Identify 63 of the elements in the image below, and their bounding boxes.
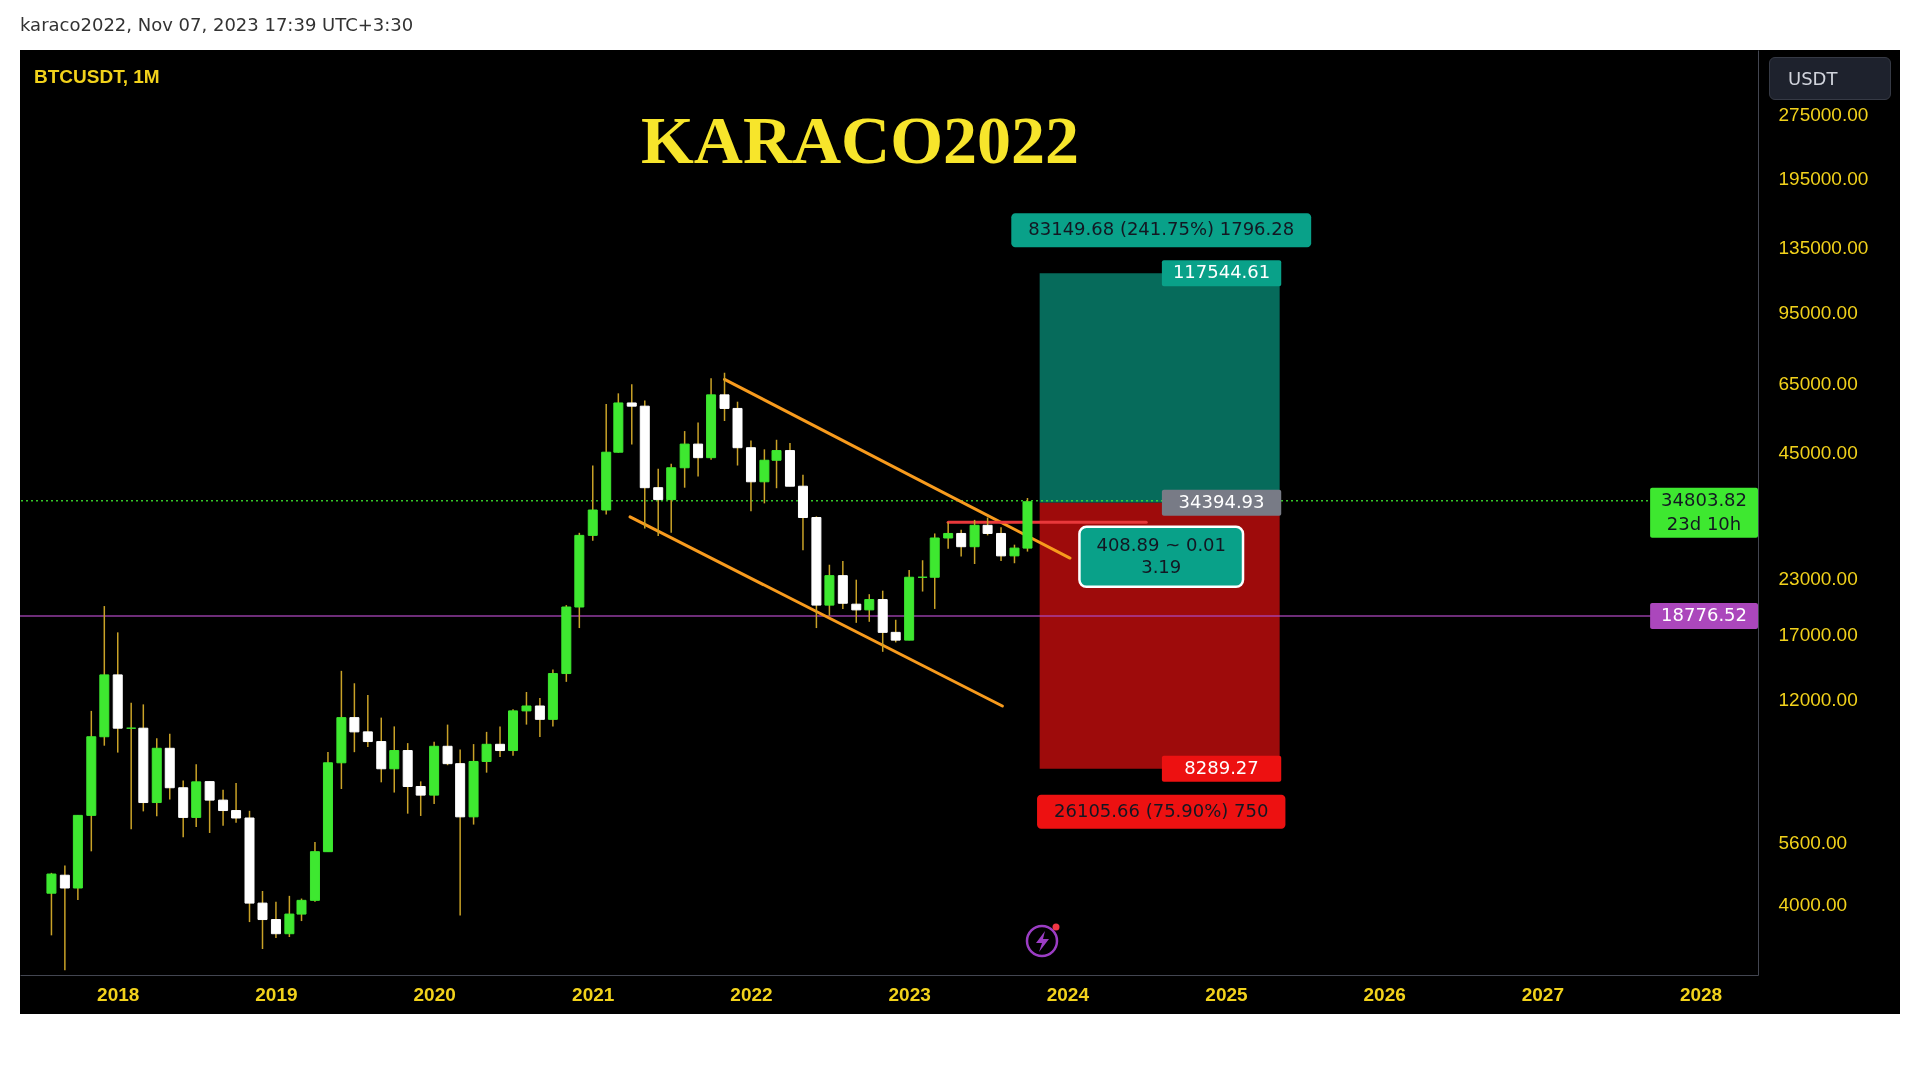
candlestick	[231, 782, 242, 824]
candlestick	[442, 723, 453, 766]
x-tick-label: 2024	[1046, 983, 1090, 1005]
y-tick-label: 23000.00	[1778, 567, 1858, 589]
candlestick	[956, 528, 967, 558]
candlestick	[996, 526, 1007, 562]
y-tick-label: 4000.00	[1778, 894, 1848, 916]
candlestick	[270, 900, 281, 939]
x-tick-label: 2019	[255, 983, 298, 1005]
annotation: 408.89 ~ 0.01 3.19	[1096, 533, 1227, 577]
y-tick-label: 95000.00	[1778, 302, 1858, 324]
currency-button: USDT	[1769, 57, 1891, 100]
x-tick-label: 2023	[888, 983, 931, 1005]
x-tick-label: 2022	[730, 983, 773, 1005]
candlestick	[969, 519, 980, 565]
y-tick-label: 195000.00	[1778, 168, 1869, 190]
candlestick	[890, 619, 901, 644]
data-label: 26105.66 (75.90%) 750	[1054, 799, 1269, 821]
candlestick	[59, 864, 70, 972]
candlestick	[719, 371, 730, 422]
x-tick-label: 2020	[413, 983, 456, 1005]
y-tick-label: 12000.00	[1778, 689, 1858, 711]
annotation: 117544.61	[1172, 261, 1271, 283]
ref-line-label: 34803.82 23d 10h	[1661, 488, 1747, 534]
annotation: 8289.27	[1184, 756, 1259, 778]
candlestick	[851, 578, 862, 624]
candlestick	[943, 521, 954, 550]
candlestick	[653, 467, 664, 537]
text: KARACO2022	[640, 102, 1080, 178]
candlestick	[257, 890, 268, 950]
candlestick	[362, 694, 373, 748]
y-tick-label: 45000.00	[1778, 442, 1858, 464]
annotation: 34394.93	[1178, 490, 1265, 512]
x-tick-label: 2028	[1679, 983, 1723, 1005]
candlestick	[495, 725, 506, 758]
y-tick-label: 17000.00	[1778, 624, 1858, 646]
candlestick	[389, 725, 400, 794]
candlestick	[46, 872, 57, 937]
y-tick-label: 5600.00	[1778, 831, 1848, 853]
y-tick-label: 275000.00	[1778, 103, 1869, 125]
y-tick-label: 135000.00	[1778, 236, 1869, 258]
x-tick-label: 2025	[1205, 983, 1249, 1005]
candlestick	[481, 731, 492, 774]
x-tick-label: 2026	[1363, 983, 1406, 1005]
candlestick	[349, 682, 360, 753]
candlestick	[1009, 543, 1020, 564]
x-tick-label: 2027	[1521, 983, 1564, 1005]
candlestick	[864, 593, 875, 623]
candlestick	[626, 383, 637, 446]
candlestick	[679, 430, 690, 489]
data-label: 83149.68 (241.75%) 1796.28	[1028, 218, 1295, 240]
candlestick	[415, 780, 426, 817]
candlestick	[534, 697, 545, 738]
text: BTCUSDT, 1M	[34, 66, 160, 87]
candlestick	[693, 421, 704, 478]
x-tick-label: 2021	[572, 983, 615, 1005]
y-tick-label: 65000.00	[1778, 373, 1858, 395]
candlestick	[521, 691, 532, 726]
candlestick	[218, 789, 229, 827]
x-tick-label: 2018	[97, 983, 140, 1005]
text: karaco2022, Nov 07, 2023 17:39 UTC+3:30	[20, 14, 414, 35]
candlestick	[204, 780, 215, 834]
ref-line-label: 18776.52	[1661, 603, 1747, 625]
